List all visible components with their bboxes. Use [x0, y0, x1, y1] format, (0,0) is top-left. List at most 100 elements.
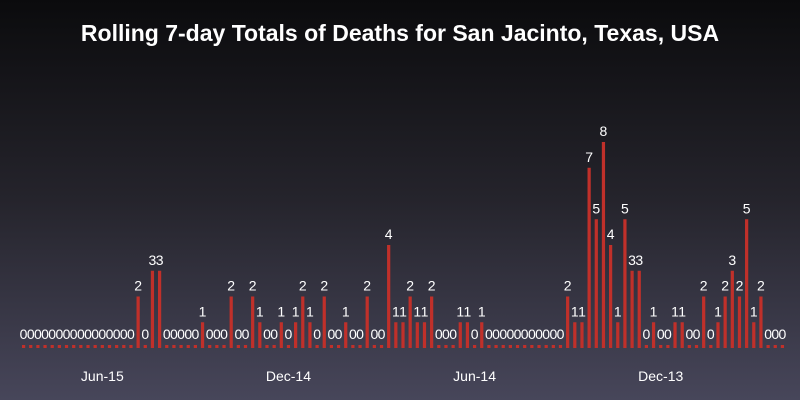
data-label: 0 [91, 326, 99, 342]
data-label: 5 [592, 200, 600, 216]
bar [157, 270, 162, 348]
data-label: 1 [750, 303, 758, 319]
data-label: 3 [149, 252, 157, 268]
data-label: 2 [564, 278, 572, 294]
bar [100, 345, 104, 348]
data-label: 1 [292, 303, 300, 319]
data-label: 0 [521, 326, 529, 342]
bar [315, 345, 319, 348]
data-label: 0 [549, 326, 557, 342]
data-label: 0 [141, 326, 149, 342]
data-label: 1 [614, 303, 622, 319]
bar [630, 270, 634, 348]
data-label: 0 [499, 326, 507, 342]
data-label: 4 [385, 226, 393, 242]
bar [57, 345, 61, 348]
data-label: 3 [728, 252, 736, 268]
data-label: 1 [421, 303, 429, 319]
bar [387, 245, 391, 348]
bar [530, 345, 534, 348]
data-label: 0 [535, 326, 543, 342]
data-label: 0 [664, 326, 672, 342]
data-label: 0 [643, 326, 651, 342]
bar [537, 345, 541, 348]
bar [93, 345, 97, 348]
bar [759, 296, 763, 348]
bar [36, 345, 40, 348]
bar [279, 322, 283, 348]
data-label: 3 [156, 252, 164, 268]
data-label: 2 [363, 278, 371, 294]
data-label: 0 [435, 326, 443, 342]
x-axis-ticks-layer: Jun-15 Dec-14 Jun-14 Dec-13 [81, 368, 684, 384]
bar [716, 322, 720, 348]
bar [258, 322, 262, 348]
data-label: 1 [399, 303, 407, 319]
data-label: 1 [464, 303, 472, 319]
data-label: 5 [621, 200, 629, 216]
bar [72, 345, 76, 348]
data-label: 0 [163, 326, 171, 342]
data-label: 0 [285, 326, 293, 342]
bar [358, 345, 362, 348]
data-label: 0 [685, 326, 693, 342]
bar [623, 219, 627, 348]
data-label: 1 [478, 303, 486, 319]
data-label: 2 [406, 278, 414, 294]
data-label: 0 [41, 326, 49, 342]
data-label: 0 [127, 326, 135, 342]
data-label: 0 [263, 326, 271, 342]
data-label: 0 [771, 326, 779, 342]
data-label: 3 [628, 252, 636, 268]
bar [472, 345, 477, 348]
data-label: 2 [134, 278, 142, 294]
data-label: 0 [485, 326, 493, 342]
data-label: 1 [392, 303, 400, 319]
bar [422, 322, 427, 348]
bar [594, 219, 598, 348]
data-label: 2 [757, 278, 765, 294]
bar [43, 345, 47, 348]
bar [64, 345, 69, 348]
data-label: 0 [234, 326, 242, 342]
data-label: 0 [20, 326, 28, 342]
bar [229, 296, 233, 348]
bar [200, 322, 205, 348]
data-label: 0 [349, 326, 357, 342]
bar [451, 345, 455, 348]
data-label: 1 [650, 303, 658, 319]
bar [580, 322, 584, 348]
data-label: 0 [63, 326, 71, 342]
bar [737, 296, 742, 348]
bar [272, 345, 276, 348]
data-label: 0 [378, 326, 386, 342]
bar [408, 296, 412, 348]
bar [637, 270, 641, 348]
bar [401, 322, 405, 348]
bar [573, 322, 577, 348]
bar [372, 345, 376, 348]
bar [186, 345, 190, 348]
bar [609, 245, 613, 348]
data-label: 1 [306, 303, 314, 319]
data-label: 2 [249, 278, 257, 294]
bar [179, 345, 183, 348]
bar [773, 345, 777, 348]
data-label: 1 [678, 303, 686, 319]
bar [687, 345, 691, 348]
bar [651, 322, 656, 348]
data-label: 0 [557, 326, 565, 342]
data-label: 0 [177, 326, 185, 342]
data-label: 0 [492, 326, 500, 342]
x-tick-label: Jun-14 [453, 368, 496, 384]
bar [336, 345, 341, 348]
bar [351, 345, 355, 348]
bar [458, 322, 462, 348]
bar [243, 345, 248, 348]
bar [587, 167, 591, 348]
bar [222, 345, 226, 348]
bar [544, 345, 548, 348]
bar [136, 296, 140, 348]
